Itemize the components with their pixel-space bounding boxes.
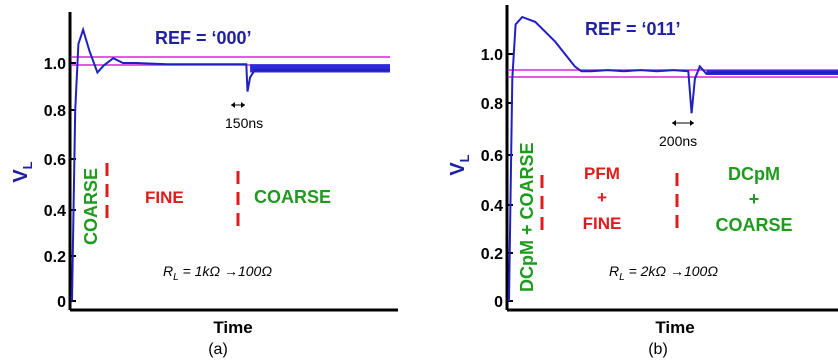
panel-a-ylabel: VL xyxy=(10,161,35,182)
panel-b-mode-2-line2: + xyxy=(597,188,607,207)
panel-b-mode-3-line2: + xyxy=(749,189,760,209)
panel-a-ytick-4: 0.8 xyxy=(44,103,66,120)
panel-a-ytick-2: 0.4 xyxy=(44,203,66,220)
panel-a-mode-3: COARSE xyxy=(254,187,331,207)
panel-a-mode-2: FINE xyxy=(145,188,184,207)
panel-b-ytick-1: 0.2 xyxy=(481,246,503,263)
panel-a-vl-waveform xyxy=(71,26,390,302)
panel-a-xlabel: Time xyxy=(213,318,252,337)
panel-b-vl-waveform xyxy=(508,15,838,302)
panel-b-load-label: RL = 2kΩ →100Ω xyxy=(609,263,718,283)
panel-b-ref-label: REF = ‘011’ xyxy=(585,19,681,39)
panel-b-delay-label: 200ns xyxy=(659,133,697,149)
panel-b-mode-3-line3: COARSE xyxy=(715,215,792,235)
panel-b-ytick-3: 0.6 xyxy=(481,148,503,165)
panel-b-ytick-5: 1.0 xyxy=(481,47,503,64)
panel-a-load-label: RL = 1kΩ →100Ω xyxy=(163,263,272,283)
panel-a-ytick-5: 1.0 xyxy=(44,56,66,73)
panel-a-ref-label: REF = ‘000’ xyxy=(155,28,252,48)
panel-a-delay-label: 150ns xyxy=(225,115,263,131)
panel-a-caption: (a) xyxy=(208,341,228,358)
panel-a: 0 0.2 0.4 0.6 0.8 1.0 VL REF = ‘000’ 150… xyxy=(10,12,398,358)
panel-b-ytick-0: 0 xyxy=(494,294,503,311)
panel-b-mode-2-line3: FINE xyxy=(583,214,622,233)
panel-a-ytick-1: 0.2 xyxy=(44,249,66,266)
panel-b-ytick-4: 0.8 xyxy=(481,96,503,113)
panel-a-mode-1: COARSE xyxy=(81,168,101,245)
panel-b-delay-marker xyxy=(672,120,694,126)
panel-a-ripple-band xyxy=(250,64,390,73)
panel-a-ytick-3: 0.6 xyxy=(44,152,66,169)
panel-b-caption: (b) xyxy=(648,341,668,358)
panel-b-ytick-2: 0.4 xyxy=(481,198,503,215)
panel-b-mode-1: DCpM + COARSE xyxy=(517,142,537,292)
panel-b-mode-3-line1: DCpM xyxy=(728,164,780,184)
panel-a-ytick-0: 0 xyxy=(57,294,66,311)
panel-a-delay-marker xyxy=(231,102,245,108)
panel-b-mode-2-line1: PFM xyxy=(584,164,620,183)
panel-b: 0 0.2 0.4 0.6 0.8 1.0 VL REF = ‘011’ 200… xyxy=(447,5,838,358)
panel-b-ylabel: VL xyxy=(447,154,472,175)
panel-b-xlabel: Time xyxy=(655,318,694,337)
